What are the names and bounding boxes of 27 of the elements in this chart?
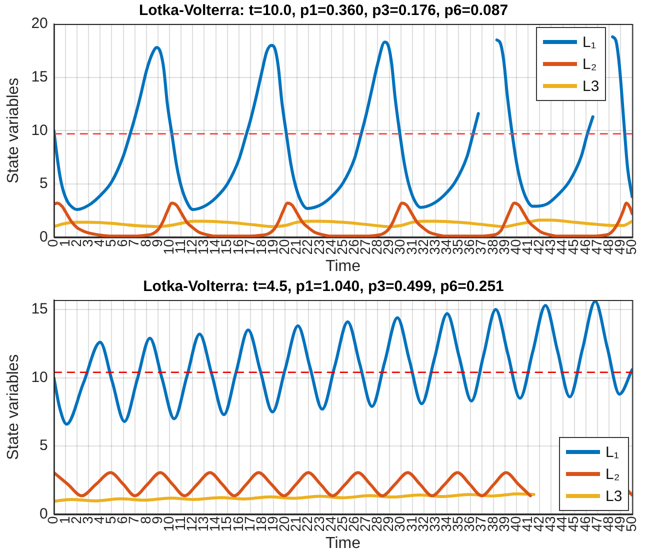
- y-axis-title: State variables: [5, 78, 22, 184]
- y-tick-label: 20: [31, 15, 48, 32]
- x-tick-label: 1: [56, 516, 72, 524]
- y-tick-label: 15: [31, 68, 48, 86]
- y-tick-label: 5: [40, 437, 48, 454]
- x-axis-title: Time: [326, 258, 361, 275]
- legend-label: L3: [606, 488, 622, 505]
- y-axis-title: State variables: [5, 354, 22, 460]
- legend-label: L₁: [582, 34, 596, 50]
- y-tick-label: 10: [31, 122, 48, 139]
- x-tick-label: 45: [565, 516, 582, 532]
- chart-title: Lotka-Volterra: t=10.0, p1=0.360, p3=0.176, p6=0.087: [138, 2, 508, 20]
- chart-title: Lotka-Volterra: t=4.5, p1=1.040, p3=0.499, p6=0.251: [143, 278, 504, 296]
- x-tick-label: 15: [218, 516, 234, 532]
- x-axis-title: Time: [326, 534, 361, 552]
- line-series: [54, 218, 632, 228]
- legend-label: L₂: [582, 56, 597, 72]
- legend-label: L₁: [606, 444, 619, 461]
- x-tick-label: 45: [565, 239, 582, 255]
- y-tick-label: 5: [40, 175, 48, 192]
- x-tick-label: 15: [218, 239, 234, 255]
- legend-label: L₂: [606, 466, 620, 483]
- y-tick-label: 15: [31, 300, 48, 318]
- x-tick-label: 1: [56, 239, 72, 248]
- legend-label: L3: [582, 78, 600, 94]
- y-tick-label: 10: [31, 368, 48, 386]
- line-series: [54, 300, 632, 426]
